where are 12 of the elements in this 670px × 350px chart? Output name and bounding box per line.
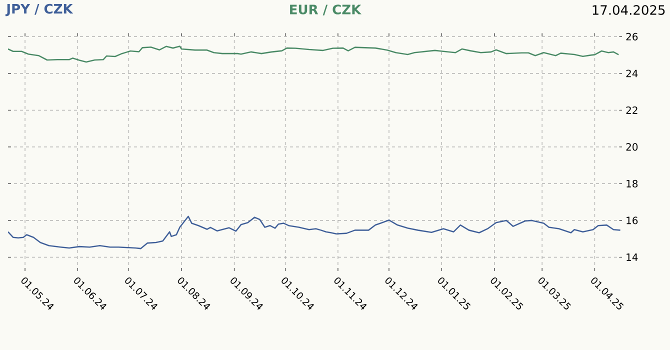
y-tick-label: 16 xyxy=(626,216,638,224)
y-tick-label: 26 xyxy=(626,32,638,40)
line-series xyxy=(8,46,620,63)
y-tick-label: 20 xyxy=(626,143,638,151)
line-series xyxy=(8,216,621,250)
y-tick-label: 22 xyxy=(626,106,638,114)
text: 17.04.2025 xyxy=(592,5,665,15)
y-tick-label: 14 xyxy=(626,254,638,261)
text: EUR / CZK xyxy=(290,4,362,16)
y-tick-label: 24 xyxy=(626,70,638,78)
y-tick-label: 18 xyxy=(626,180,638,188)
text: JPY / CZK xyxy=(5,4,74,16)
